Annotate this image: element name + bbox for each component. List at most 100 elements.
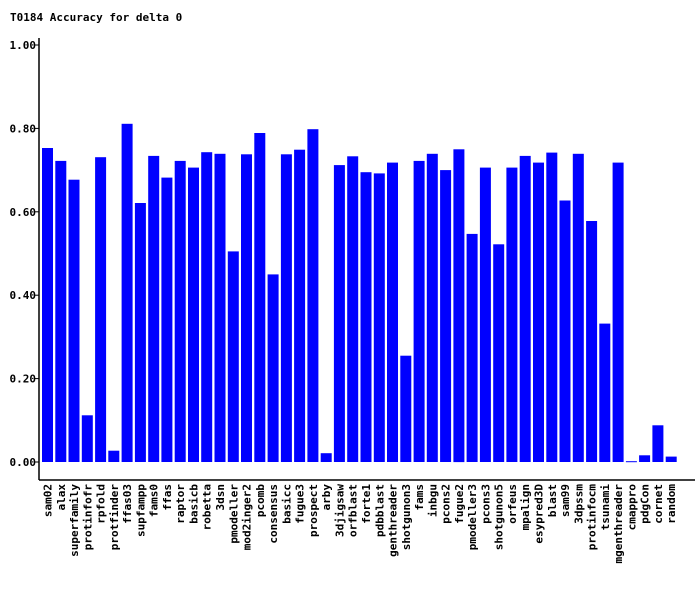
x-label-esypred3D: esypred3D	[533, 484, 546, 544]
x-label-basicb: basicb	[188, 484, 201, 524]
x-label-protinfocm: protinfocm	[586, 484, 599, 551]
x-axis-labels: sam02 alax superfamily protinfofr rpfold prot…	[42, 484, 679, 564]
bar-prospect	[307, 129, 319, 462]
y-tick-label: 0.80	[10, 122, 37, 135]
x-label-fams: fams	[413, 484, 426, 511]
bar-pdgCon	[639, 455, 651, 462]
bar-alax	[55, 160, 67, 462]
y-tick-label: 0.00	[10, 456, 37, 469]
bar-shotgunon3	[400, 355, 412, 462]
x-label-supfampp: supfampp	[134, 484, 147, 537]
x-label-orfblast: orfblast	[347, 484, 360, 537]
bar-mgenthreader	[612, 162, 624, 462]
x-label-fugue3: fugue3	[294, 484, 307, 524]
x-label-rpfold: rpfold	[95, 484, 108, 524]
bar-fams	[413, 160, 425, 462]
x-label-inbgu: inbgu	[426, 484, 439, 517]
y-tick-label: 0.60	[10, 206, 37, 219]
bar-orfeus	[506, 167, 518, 462]
bar-sam99	[559, 200, 571, 462]
bar-ffas	[161, 177, 173, 462]
x-label-forte1: forte1	[360, 484, 373, 524]
x-label-mpalign: mpalign	[519, 484, 532, 530]
bar-3dsn	[214, 153, 226, 463]
chart-title: T0184 Accuracy for delta 0	[10, 11, 182, 24]
bar-pmodeller3	[466, 233, 478, 462]
bar-fams0	[148, 155, 160, 462]
bar-genthreader	[387, 162, 398, 462]
bar-pcons3	[479, 167, 491, 462]
x-label-robetta: robetta	[201, 484, 214, 530]
bar-superfamily	[68, 179, 80, 462]
bar-3djigsaw	[333, 165, 345, 462]
x-label-shotgunon3: shotgunon3	[400, 484, 413, 550]
bar-cmappro	[625, 461, 637, 463]
bar-random	[665, 456, 677, 462]
bar-pcons2	[440, 170, 452, 462]
x-label-superfamily: superfamily	[68, 484, 81, 557]
y-tick-label: 0.40	[10, 289, 37, 302]
x-label-protinfofr: protinfofr	[81, 484, 94, 551]
x-label-genthreader: genthreader	[387, 484, 400, 557]
x-label-prospect: prospect	[307, 484, 320, 537]
bar-tsunami	[599, 323, 611, 462]
bar-consensus	[267, 274, 279, 462]
bar-inbgu	[426, 153, 438, 463]
x-label-raptor: raptor	[174, 484, 187, 524]
x-label-basicc: basicc	[280, 484, 293, 524]
bar-rpfold	[95, 157, 107, 462]
y-axis: 0.00 0.20 0.40 0.60 0.80 1.00	[10, 39, 39, 469]
x-label-sam02: sam02	[42, 484, 55, 517]
bar-pdbblast	[373, 173, 385, 462]
bar-fugue2	[453, 149, 465, 463]
bar-esypred3D	[533, 162, 544, 462]
bar-protinfocm	[586, 221, 598, 462]
bar-protfinder	[108, 450, 120, 462]
x-label-protfinder: protfinder	[108, 484, 121, 551]
x-label-random: random	[665, 484, 678, 524]
bar-mod2inger2	[241, 154, 252, 463]
bar-ffas03	[121, 123, 133, 463]
y-tick-label: 0.20	[10, 373, 37, 386]
x-label-pdgCon: pdgCon	[639, 484, 652, 524]
x-label-ffas03: ffas03	[121, 484, 134, 524]
x-label-pdbblast: pdbblast	[373, 484, 386, 537]
x-label-3dsn: 3dsn	[214, 484, 227, 511]
bar-robetta	[201, 152, 213, 462]
x-label-cmappro: cmappro	[625, 484, 638, 531]
x-label-consensus: consensus	[267, 484, 280, 544]
x-label-mod2inger2: mod2inger2	[241, 484, 254, 550]
x-label-3djigsaw: 3djigsaw	[333, 484, 346, 537]
x-label-pmodeller3: pmodeller3	[466, 484, 479, 550]
bar-orfblast	[347, 156, 359, 463]
x-label-cornet: cornet	[652, 484, 665, 524]
x-label-orfeus: orfeus	[506, 484, 519, 524]
bar-forte1	[360, 172, 372, 462]
bar-raptor	[174, 160, 186, 462]
bar-fugue3	[294, 149, 306, 462]
bar-protinfofr	[81, 415, 93, 462]
bar-3dpssm	[572, 153, 584, 463]
x-label-pcons2: pcons2	[440, 484, 453, 524]
bar-supfampp	[134, 203, 146, 462]
x-label-mgenthreader: mgenthreader	[612, 484, 625, 564]
x-label-pcons3: pcons3	[479, 484, 492, 524]
x-label-alax: alax	[55, 484, 68, 511]
bar-mpalign	[519, 155, 531, 462]
x-label-blast: blast	[546, 484, 559, 517]
x-label-arby: arby	[320, 484, 333, 511]
y-tick-label: 1.00	[10, 39, 37, 52]
bar-shotgunon5	[493, 244, 505, 462]
x-label-3dpssm: 3dpssm	[572, 484, 585, 524]
x-label-fugue2: fugue2	[453, 484, 466, 524]
bar-pcomb	[254, 133, 266, 462]
x-label-pmodeller: pmodeller	[227, 484, 240, 544]
bar-pmodeller	[227, 251, 239, 462]
bars	[42, 123, 677, 463]
bar-arby	[320, 453, 332, 462]
bar-basicc	[280, 154, 292, 463]
x-label-pcomb: pcomb	[254, 484, 267, 517]
x-label-tsunami: tsunami	[599, 484, 612, 531]
bar-cornet	[652, 425, 664, 462]
